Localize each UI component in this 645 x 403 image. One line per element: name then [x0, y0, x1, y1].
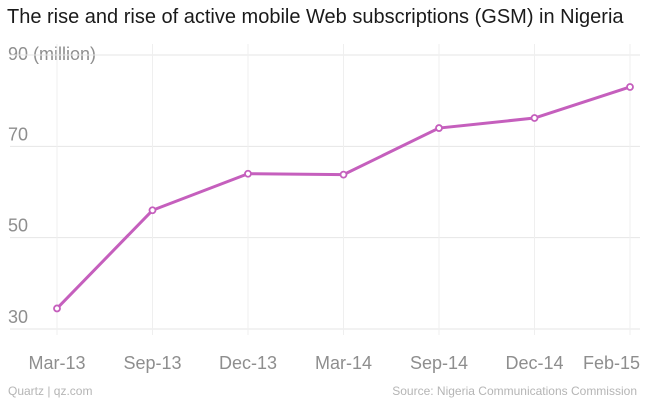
data-point	[148, 206, 157, 215]
x-tick-label: Dec-13	[219, 353, 277, 373]
y-tick-top: 90	[8, 44, 29, 64]
chart-title: The rise and rise of active mobile Web s…	[7, 6, 624, 28]
x-tick-label: Mar-14	[315, 353, 372, 373]
data-point	[435, 124, 443, 132]
x-tick-label: Feb-15	[583, 353, 640, 373]
x-tick-label: Sep-14	[410, 353, 468, 373]
footer-source: Source: Nigeria Communications Commissio…	[392, 384, 637, 398]
x-tick-label: Sep-13	[123, 353, 181, 373]
data-point	[53, 304, 61, 313]
footer-credit: Quartz | qz.com	[8, 384, 93, 398]
x-tick-label: Dec-14	[505, 353, 563, 373]
gridlines	[10, 44, 640, 335]
y-tick-label: 30	[8, 307, 28, 327]
data-point	[244, 169, 252, 178]
series-group	[53, 83, 634, 313]
x-tick-label: Mar-13	[28, 353, 85, 373]
y-axis-unit-label: 90 (million)	[8, 44, 96, 65]
y-axis-title: (million)	[33, 44, 97, 64]
y-axis-ticks: 30 50 70	[8, 124, 28, 327]
y-tick-label: 70	[8, 124, 28, 144]
data-point	[339, 170, 348, 179]
data-point	[530, 114, 539, 122]
x-axis-ticks: Mar-13 Sep-13 Dec-13 Mar-14 Sep-14 Dec-14 Feb-…	[28, 353, 640, 373]
y-tick-label: 50	[8, 216, 28, 236]
data-point	[626, 83, 634, 91]
